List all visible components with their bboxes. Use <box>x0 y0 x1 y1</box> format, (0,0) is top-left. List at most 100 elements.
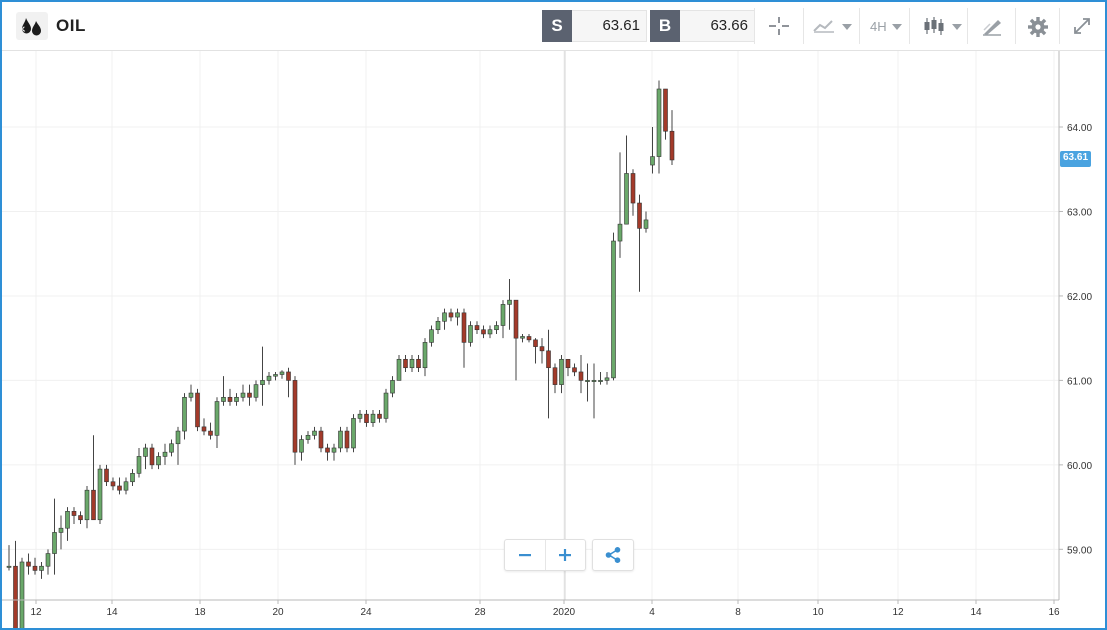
candle-body <box>598 380 603 382</box>
candle <box>526 333 532 343</box>
candle-body <box>253 384 259 398</box>
candle <box>585 363 590 402</box>
candle-body <box>416 358 421 369</box>
candle <box>513 299 519 381</box>
candle <box>325 443 330 461</box>
candle <box>195 388 200 432</box>
candle <box>58 515 64 550</box>
timeframe-selector[interactable]: 4H <box>859 8 910 44</box>
candle-body <box>539 346 545 352</box>
sell-price: 63.61 <box>572 10 647 42</box>
candle <box>611 232 616 381</box>
candle-body <box>214 401 220 436</box>
candle <box>110 477 116 491</box>
candle-body <box>663 88 668 132</box>
candle <box>351 414 356 453</box>
candle <box>91 435 96 521</box>
candle <box>403 355 408 372</box>
candle-body <box>624 173 629 225</box>
candle <box>253 380 259 402</box>
candle <box>149 443 155 470</box>
candle <box>435 317 441 334</box>
line-chart-icon <box>813 20 834 33</box>
chart-grid <box>2 51 1059 600</box>
current-price-label: 63.61 <box>1062 152 1089 163</box>
crosshair-button[interactable] <box>754 8 803 44</box>
candle-body <box>650 156 655 166</box>
candle <box>500 300 506 339</box>
candle-body <box>195 392 200 428</box>
candle <box>663 88 668 140</box>
candle <box>650 127 655 174</box>
x-tick-label: 16 <box>1048 607 1060 618</box>
candle <box>123 477 129 495</box>
candle <box>286 367 291 398</box>
candle-body <box>136 456 142 474</box>
candle <box>117 477 122 495</box>
candle-body <box>325 447 330 453</box>
candle <box>344 426 350 453</box>
candle-body <box>19 561 25 628</box>
candle <box>409 355 415 372</box>
candle <box>520 333 525 343</box>
candle-body <box>84 489 90 521</box>
fullscreen-button[interactable] <box>1059 8 1104 44</box>
candle <box>442 308 447 330</box>
y-tick-label: 59.00 <box>1067 545 1092 556</box>
candlestick-series <box>6 80 675 628</box>
candle-body <box>71 511 77 516</box>
candle-body <box>351 418 356 449</box>
share-button[interactable] <box>592 539 634 571</box>
candle <box>208 422 213 440</box>
buy-tag: B <box>650 10 680 42</box>
candle-body <box>370 413 376 423</box>
zoom-in-button[interactable] <box>545 540 585 570</box>
candle-body <box>45 553 51 567</box>
candle <box>416 355 421 372</box>
candle <box>630 169 636 216</box>
candle-body <box>643 219 649 229</box>
chart-type-button[interactable] <box>909 8 968 44</box>
candle-body <box>117 485 122 491</box>
candle-body <box>507 299 512 305</box>
drawing-tool-icon <box>983 20 1001 36</box>
candle <box>396 355 402 381</box>
x-tick-label: 24 <box>360 607 372 618</box>
candle <box>383 388 389 423</box>
candle-body <box>312 430 317 436</box>
candle-body <box>78 515 83 521</box>
candle <box>643 211 649 233</box>
candle <box>357 409 363 423</box>
candle-body <box>481 329 486 335</box>
candle <box>604 371 610 385</box>
drawing-tools-button[interactable] <box>967 8 1016 44</box>
candle <box>143 443 148 470</box>
candle-body <box>474 325 480 331</box>
x-tick-label: 14 <box>970 607 982 618</box>
candle <box>377 409 382 423</box>
candle-body <box>52 532 57 554</box>
candle <box>552 363 558 394</box>
candle-body <box>208 430 213 436</box>
candle-body <box>604 377 610 381</box>
candle-body <box>305 434 311 440</box>
candle <box>169 439 174 457</box>
candle <box>565 358 571 377</box>
candle-body <box>520 336 525 339</box>
candle <box>201 418 207 436</box>
zoom-out-button[interactable] <box>505 540 546 570</box>
candle-body <box>65 511 70 529</box>
settings-button[interactable] <box>1015 8 1060 44</box>
candle <box>156 452 161 470</box>
candle-body <box>617 223 623 242</box>
candle-body <box>591 380 597 382</box>
candle <box>65 507 70 541</box>
candle-body <box>266 375 272 381</box>
y-tick-label: 64.00 <box>1067 123 1092 134</box>
candle-body <box>403 358 408 369</box>
candle <box>299 435 304 461</box>
candle-body <box>500 304 506 326</box>
chart-style-button[interactable] <box>803 8 860 44</box>
